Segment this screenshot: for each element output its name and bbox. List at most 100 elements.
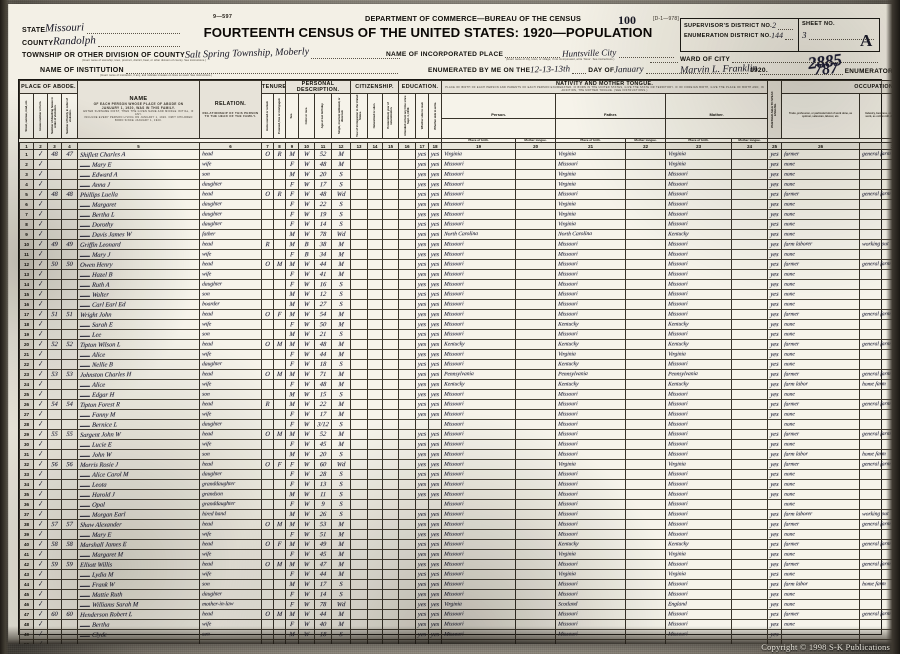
district-numbers: Supervisor's District No. 2 Enumeration … bbox=[681, 19, 799, 51]
row-number: 38 bbox=[19, 519, 34, 531]
speak-english-cell: yes bbox=[767, 459, 783, 471]
marital-status-cell: S bbox=[331, 289, 352, 301]
ward-field[interactable]: Ward of city bbox=[648, 53, 880, 63]
person-tongue-cell bbox=[515, 179, 557, 191]
incorporated-place-field[interactable]: Name of incorporated place Huntsville Ci… bbox=[386, 47, 676, 61]
speak-english-cell-text: yes bbox=[770, 211, 779, 219]
enumerator-field[interactable]: Marvin L. Franklin Enumerator. bbox=[680, 63, 892, 76]
enumerated-field[interactable]: Enumerated by me on the 12-13-13th day o… bbox=[428, 63, 768, 74]
marital-status-cell-text: M bbox=[338, 271, 345, 279]
speak-english-cell: yes bbox=[767, 539, 783, 551]
sex-cell-text: M bbox=[289, 451, 295, 459]
institution-field[interactable]: Name of institution (Insert name of inst… bbox=[40, 64, 400, 77]
column-subheader-row: Street, avenue, road, etc. House number … bbox=[19, 93, 892, 139]
table-row[interactable]: 5 ✓ 48 48 Phillips Luella head O R F W 48 Wd yes yes M… bbox=[19, 189, 892, 201]
able-to-read-cell: yes bbox=[415, 629, 430, 641]
able-to-write-cell bbox=[428, 639, 443, 644]
sheet-number-area[interactable]: Sheet No. 3 bbox=[799, 19, 879, 51]
able-to-write-cell-text: yes bbox=[430, 161, 440, 169]
family-number-cell bbox=[60, 439, 79, 451]
race-cell: B bbox=[298, 239, 316, 251]
verification-tick: ✓ bbox=[36, 359, 45, 369]
street-cell: ✓ bbox=[33, 629, 48, 641]
immigration-year-cell bbox=[350, 389, 369, 401]
supervisor-district-row[interactable]: Supervisor's District No. 2 bbox=[684, 20, 795, 30]
table-row[interactable]: 36 ✓ Opal granddaughter F W 9 S Missouri Missouri… bbox=[19, 499, 892, 511]
mother-tongue-cell bbox=[731, 419, 769, 431]
township-field[interactable]: Township or other division of county Sal… bbox=[22, 46, 402, 62]
family-number-cell bbox=[60, 639, 79, 644]
state-field[interactable]: State Missouri bbox=[22, 21, 182, 35]
able-to-write-cell: yes bbox=[428, 539, 443, 551]
speak-english-cell: yes bbox=[767, 239, 783, 251]
mother-birthplace-cell-text: Kentucky bbox=[667, 541, 689, 548]
person-birthplace-cell-text: Kentucky bbox=[443, 341, 465, 348]
school-attendance-cell bbox=[398, 369, 417, 381]
father-birthplace-cell: Missouri bbox=[555, 469, 627, 481]
street-cell: ✓ bbox=[33, 319, 48, 331]
census-table-container[interactable]: Place of abode. Name of each person whos… bbox=[18, 79, 892, 644]
marital-status-cell: M bbox=[331, 529, 352, 541]
occupation-cell-text: farm labor bbox=[783, 581, 809, 589]
age-cell: 47 bbox=[314, 559, 333, 571]
person-birthplace-cell: Kentucky bbox=[441, 339, 517, 351]
relation-cell-text: boarder bbox=[201, 301, 220, 308]
able-to-read-cell-text: yes bbox=[417, 451, 427, 459]
mother-birthplace-cell: Pennsylvania bbox=[665, 369, 733, 381]
verification-tick: ✓ bbox=[36, 529, 45, 539]
enumeration-district-row[interactable]: Enumeration District No. 144 bbox=[684, 30, 795, 40]
speak-english-cell: yes bbox=[767, 589, 783, 601]
county-field[interactable]: County Randolph bbox=[22, 34, 182, 48]
industry-cell bbox=[859, 179, 892, 191]
immigration-year-cell bbox=[350, 499, 369, 511]
age-cell-text: 44 bbox=[319, 351, 327, 359]
